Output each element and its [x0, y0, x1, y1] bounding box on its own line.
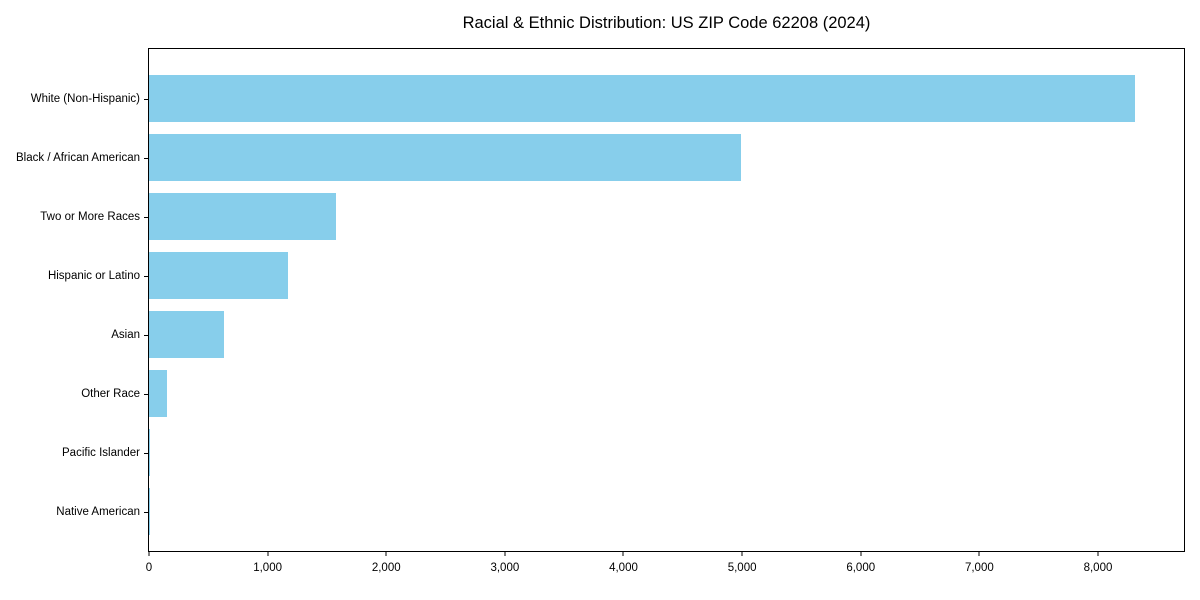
chart-title: Racial & Ethnic Distribution: US ZIP Cod…	[462, 14, 871, 32]
y-tick-mark	[144, 511, 148, 513]
x-tick-label-2000: 2,000	[371, 562, 401, 574]
x-tick-mark-5000	[741, 552, 743, 556]
y-tick-mark	[144, 157, 148, 159]
bar-row-hispanic-or-latino: Hispanic or Latino	[48, 246, 1184, 305]
bar-row-asian: Asian	[111, 305, 1184, 364]
x-tick-mark-8000	[1097, 552, 1099, 556]
bar-row-black-african-american: Black / African American	[16, 128, 1184, 187]
y-tick-label-asian: Asian	[111, 328, 140, 341]
bar-row-pacific-islander: Pacific Islander	[62, 423, 1184, 482]
x-tick-label-4000: 4,000	[609, 562, 638, 574]
bar-black-african-american	[149, 134, 741, 181]
y-tick-label-black-african-american: Black / African American	[16, 151, 140, 164]
y-tick-mark	[144, 275, 148, 277]
bar-two-or-more-races	[149, 193, 337, 240]
x-tick-mark-4000	[622, 552, 624, 556]
x-tick-mark-0	[148, 552, 150, 556]
y-tick-label-two-or-more-races: Two or More Races	[40, 210, 140, 223]
y-tick-mark	[144, 334, 148, 336]
bar-other-race	[149, 370, 167, 417]
x-tick-label-5000: 5,000	[727, 562, 757, 574]
y-tick-mark	[144, 452, 148, 454]
y-tick-label-other-race: Other Race	[81, 387, 140, 400]
x-tick-mark-3000	[504, 552, 506, 556]
bar-row-other-race: Other Race	[81, 364, 1184, 423]
x-tick-mark-1000	[267, 552, 269, 556]
y-tick-label-pacific-islander: Pacific Islander	[62, 446, 140, 459]
bar-asian	[149, 311, 224, 358]
x-tick-label-3000: 3,000	[490, 562, 520, 574]
bar-pacific-islander	[149, 429, 151, 476]
y-tick-mark	[144, 393, 148, 395]
y-tick-label-native-american: Native American	[56, 505, 140, 518]
y-tick-mark	[144, 216, 148, 218]
x-tick-label-6000: 6,000	[846, 562, 876, 574]
x-tick-mark-7000	[978, 552, 980, 556]
x-tick-label-8000: 8,000	[1083, 562, 1113, 574]
x-tick-label-0: 0	[145, 562, 153, 574]
bar-row-two-or-more-races: Two or More Races	[40, 187, 1184, 246]
y-tick-label-hispanic-or-latino: Hispanic or Latino	[47, 269, 140, 282]
x-tick-mark-6000	[860, 552, 862, 556]
x-tick-mark-2000	[385, 552, 387, 556]
x-tick-label-7000: 7,000	[964, 562, 994, 574]
bar-white-non-hispanic	[149, 75, 1135, 122]
y-tick-label-white-non-hispanic: White (Non-Hispanic)	[30, 92, 140, 105]
bar-hispanic-or-latino	[149, 252, 288, 299]
bar-row-white-non-hispanic: White (Non-Hispanic)	[31, 69, 1184, 128]
bar-row-native-american: Native American	[56, 482, 1184, 541]
bars-container: White (Non-Hispanic) Black / African Amer…	[16, 49, 1184, 551]
y-tick-mark	[144, 98, 148, 100]
plot-area: White (Non-Hispanic) Black / African Amer…	[16, 48, 1185, 574]
x-tick-label-1000: 1,000	[253, 562, 282, 574]
